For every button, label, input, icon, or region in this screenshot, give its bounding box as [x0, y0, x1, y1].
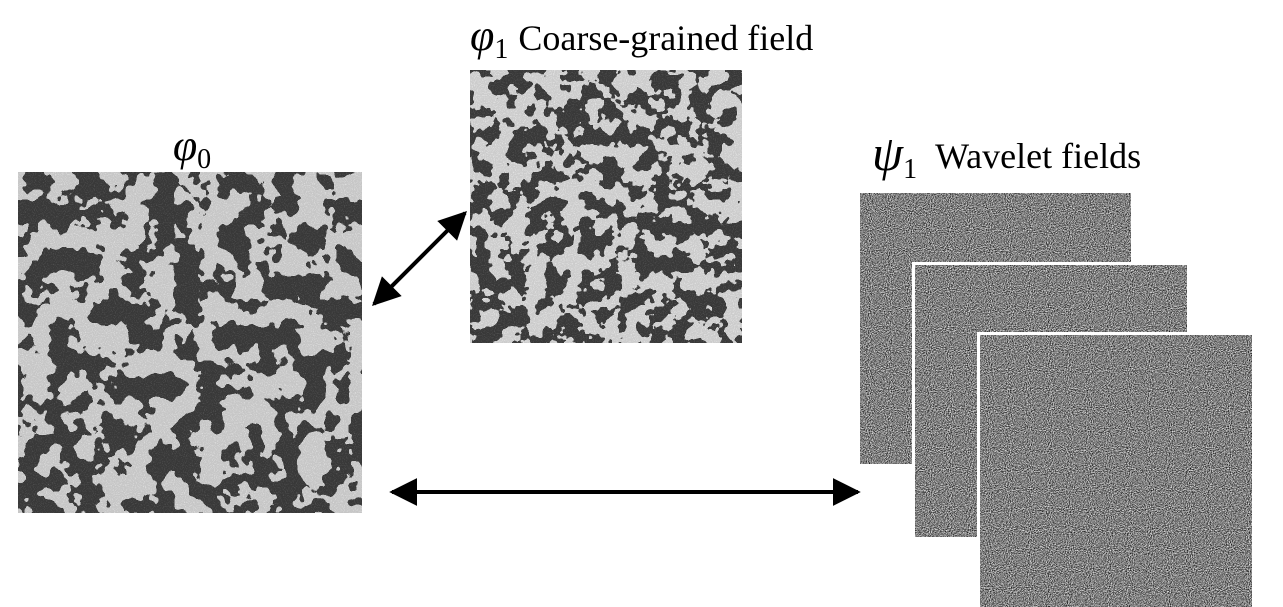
label-phi0: φ0 [173, 121, 211, 175]
field-phi0 [18, 172, 362, 513]
label-phi1: φ1 Coarse-grained field [470, 11, 813, 65]
symbol: ψ [872, 125, 904, 181]
label-psi1: ψ1 Wavelet fields [872, 125, 1141, 185]
subscript: 0 [197, 144, 211, 175]
label-text: Wavelet fields [935, 136, 1141, 176]
diagram: φ0 φ1Coarse-grained field ψ1Wavelet fiel… [0, 0, 1283, 607]
wavelet-stack [860, 193, 1255, 607]
symbol: φ [470, 11, 494, 60]
symbol: φ [173, 121, 197, 170]
subscript: 1 [903, 154, 917, 185]
arrow [374, 213, 465, 304]
subscript: 1 [494, 34, 508, 65]
field-phi1 [470, 70, 742, 343]
label-text: Coarse-grained field [518, 18, 813, 58]
wavelet-field [980, 335, 1252, 607]
